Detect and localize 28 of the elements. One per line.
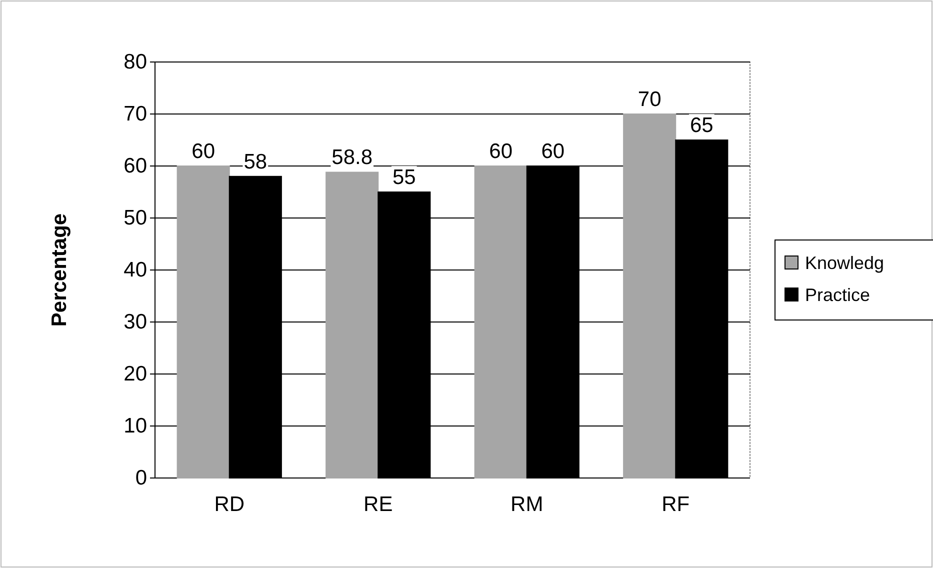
x-tick-label: RF bbox=[662, 492, 690, 516]
legend-label: Practice bbox=[805, 285, 870, 305]
data-label: 55 bbox=[392, 166, 416, 189]
y-tick-label: 20 bbox=[124, 362, 147, 386]
y-tick-label: 10 bbox=[124, 414, 147, 438]
legend-label: Knowledg bbox=[805, 253, 884, 273]
y-tick-label: 80 bbox=[124, 50, 147, 74]
bar bbox=[326, 172, 379, 478]
y-tick-label: 0 bbox=[135, 466, 147, 490]
y-tick-label: 40 bbox=[124, 258, 147, 282]
data-label: 60 bbox=[489, 140, 513, 163]
data-label: 58.8 bbox=[332, 146, 373, 170]
y-tick-label: 60 bbox=[124, 154, 147, 178]
data-label: 70 bbox=[638, 88, 662, 111]
y-tick-label: 30 bbox=[124, 310, 147, 334]
x-tick-label: RE bbox=[364, 492, 393, 516]
data-label: 65 bbox=[690, 114, 714, 137]
bar bbox=[623, 114, 676, 478]
data-label: 60 bbox=[192, 140, 216, 163]
y-tick-label: 70 bbox=[124, 102, 147, 126]
y-axis-title: Percentage bbox=[48, 213, 71, 327]
bar bbox=[176, 166, 230, 478]
x-tick-label: RM bbox=[510, 492, 544, 516]
bar bbox=[474, 166, 528, 478]
data-label: 58 bbox=[244, 150, 268, 174]
x-tick-label: RD bbox=[214, 492, 245, 516]
y-tick-label: 50 bbox=[124, 206, 147, 230]
data-label: 60 bbox=[541, 140, 565, 163]
